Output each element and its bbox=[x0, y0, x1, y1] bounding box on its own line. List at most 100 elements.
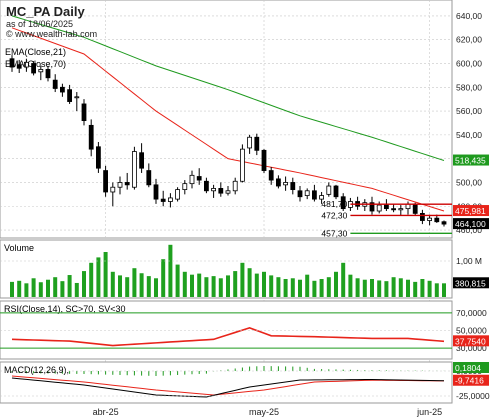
volume-bar bbox=[290, 278, 295, 297]
volume-axis: 1,00 M 380,815 bbox=[0, 256, 489, 289]
candle-body bbox=[398, 208, 404, 211]
price-tick-label: 460,00 bbox=[456, 225, 482, 235]
candle-body bbox=[225, 190, 231, 194]
macd-hist-tag: 0,1804 bbox=[455, 363, 481, 373]
candle-body bbox=[275, 178, 281, 187]
volume-bar bbox=[377, 280, 382, 297]
volume-bar bbox=[442, 283, 446, 297]
volume-value-tag: 380,815 bbox=[455, 278, 486, 288]
volume-bar bbox=[283, 279, 288, 297]
macd-tick-label: -25,0000 bbox=[456, 391, 490, 401]
volume-bar bbox=[89, 262, 94, 297]
candle-body bbox=[38, 69, 44, 73]
candle-body bbox=[383, 204, 389, 210]
volume-bar bbox=[269, 275, 274, 297]
ema21-line bbox=[11, 27, 445, 212]
volume-bar bbox=[413, 281, 418, 297]
volume-bar bbox=[298, 279, 302, 297]
rsi-panel-frame bbox=[0, 300, 453, 360]
macd-lines bbox=[11, 366, 445, 398]
candle-body bbox=[167, 197, 173, 202]
volume-bar bbox=[247, 268, 252, 297]
volume-bar bbox=[110, 271, 115, 297]
candle-body bbox=[290, 182, 296, 190]
volume-bar bbox=[53, 277, 58, 297]
rsi-tick-label: 70,0000 bbox=[456, 308, 487, 318]
volume-bar bbox=[326, 277, 331, 297]
candle-body bbox=[254, 136, 260, 151]
ema70-value-tag: 518,435 bbox=[455, 156, 486, 166]
rsi-panel: RSI(Close,14), SC>70, SV<30 70,0000 50,00… bbox=[0, 300, 489, 360]
volume-bar bbox=[146, 276, 151, 297]
volume-bar bbox=[341, 262, 346, 297]
candle-body bbox=[103, 170, 108, 193]
volume-bar bbox=[197, 273, 202, 297]
candle-body bbox=[110, 186, 116, 193]
candle-body bbox=[283, 182, 289, 186]
price-tick-label: 560,00 bbox=[456, 106, 482, 116]
chart-title: MC_PA Daily bbox=[6, 4, 86, 19]
candle-body bbox=[175, 189, 181, 200]
candle-body bbox=[88, 124, 94, 150]
volume-bar bbox=[312, 280, 317, 297]
x-tick-label: jun-25 bbox=[416, 407, 442, 417]
volume-bar bbox=[168, 244, 173, 297]
last-price-tag-bg bbox=[453, 218, 489, 230]
rsi-line bbox=[11, 327, 445, 347]
candle-body bbox=[333, 185, 339, 198]
volume-bar bbox=[82, 271, 86, 297]
price-tick-label: 640,00 bbox=[456, 11, 482, 21]
volume-bar bbox=[96, 257, 101, 297]
volume-bar bbox=[154, 278, 158, 297]
volume-value-tag-bg bbox=[453, 277, 489, 289]
candle-body bbox=[81, 103, 87, 121]
volume-bar bbox=[182, 271, 187, 297]
candle-body bbox=[74, 96, 80, 99]
macd-hist-tag-bg bbox=[453, 362, 489, 373]
price-tick-label: 620,00 bbox=[456, 35, 482, 45]
candle-body bbox=[412, 203, 418, 214]
volume-bar bbox=[17, 280, 22, 297]
candle-body bbox=[419, 212, 425, 221]
volume-bar bbox=[370, 279, 374, 297]
candle-body bbox=[239, 148, 245, 182]
candle-body bbox=[311, 190, 317, 200]
candle-body bbox=[182, 183, 188, 190]
candle-body bbox=[45, 69, 51, 79]
volume-bar bbox=[60, 281, 65, 297]
candle-body bbox=[304, 190, 310, 196]
x-axis: abr-25 may-25 jun-25 bbox=[93, 407, 443, 417]
price-tick-label: 500,00 bbox=[456, 177, 482, 187]
ema21-value-tag: 475,981 bbox=[455, 206, 486, 216]
candle-body bbox=[441, 221, 447, 225]
volume-bar bbox=[103, 252, 108, 297]
price-candles bbox=[9, 55, 447, 227]
candle-body bbox=[117, 182, 123, 188]
level-label: 457,30 bbox=[321, 228, 347, 238]
volume-bar bbox=[305, 274, 310, 297]
macd-panel: MACD(12,26,9), 0,0000-25,00000,1804-9,74… bbox=[0, 361, 490, 404]
candle-body bbox=[189, 174, 195, 185]
volume-panel: Volume 1,00 M 380,815 bbox=[0, 239, 489, 299]
price-tick-label: 540,00 bbox=[456, 130, 482, 140]
volume-bar bbox=[398, 278, 403, 297]
level-label: 472,30 bbox=[321, 210, 347, 220]
candle-body bbox=[232, 180, 238, 192]
volume-bar bbox=[319, 279, 324, 297]
candle-body bbox=[247, 136, 253, 149]
candle-body bbox=[203, 180, 209, 192]
x-tick-label: may-25 bbox=[249, 407, 279, 417]
price-tick-label: 600,00 bbox=[456, 58, 482, 68]
volume-bar bbox=[434, 283, 439, 297]
candle-body bbox=[297, 190, 303, 198]
volume-bars bbox=[10, 244, 446, 297]
volume-bar bbox=[175, 264, 180, 297]
rsi-value-tag-bg bbox=[453, 335, 489, 347]
ema70-value-tag-bg bbox=[453, 154, 489, 166]
candle-body bbox=[369, 202, 375, 212]
volume-bar bbox=[226, 275, 230, 297]
volume-bar bbox=[233, 271, 238, 297]
